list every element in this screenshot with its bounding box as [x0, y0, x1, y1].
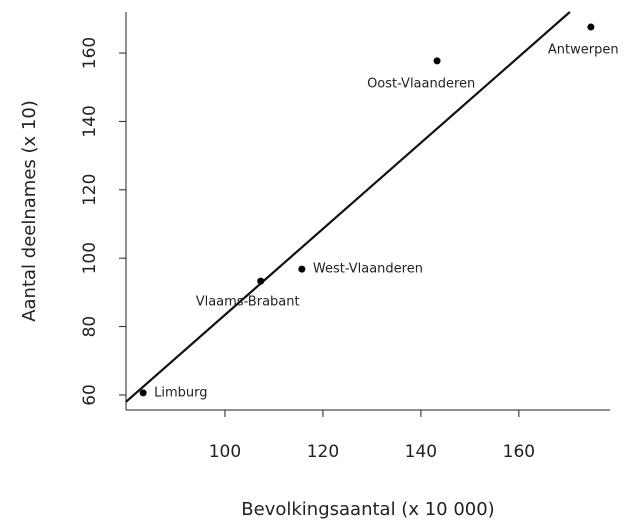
point — [139, 389, 147, 397]
point — [298, 265, 306, 273]
point — [587, 23, 595, 31]
y-tick-label: 60 — [80, 384, 100, 406]
point — [257, 277, 265, 285]
y-axis-title: Aantal deelnames (x 10) — [19, 100, 40, 322]
point-label: Antwerpen — [548, 43, 619, 58]
point-label: Limburg — [154, 385, 207, 400]
point — [433, 57, 441, 65]
point-label: Vlaams-Brabant — [196, 295, 300, 310]
x-tick-label: 140 — [405, 442, 437, 462]
y-tick-label: 140 — [80, 105, 100, 137]
x-tick-label: 120 — [307, 442, 339, 462]
y-tick-label: 160 — [80, 37, 100, 69]
y-tick-label: 100 — [80, 242, 100, 274]
y-tick-label: 120 — [80, 174, 100, 206]
x-axis-title: Bevolkingsaantal (x 10 000) — [241, 499, 494, 520]
point-label: West-Vlaanderen — [313, 262, 423, 277]
x-tick-label: 160 — [503, 442, 535, 462]
point-label: Oost-Vlaanderen — [367, 76, 475, 91]
x-tick-label: 100 — [209, 442, 241, 462]
trend-line — [125, 11, 571, 403]
y-tick-label: 80 — [80, 316, 100, 338]
